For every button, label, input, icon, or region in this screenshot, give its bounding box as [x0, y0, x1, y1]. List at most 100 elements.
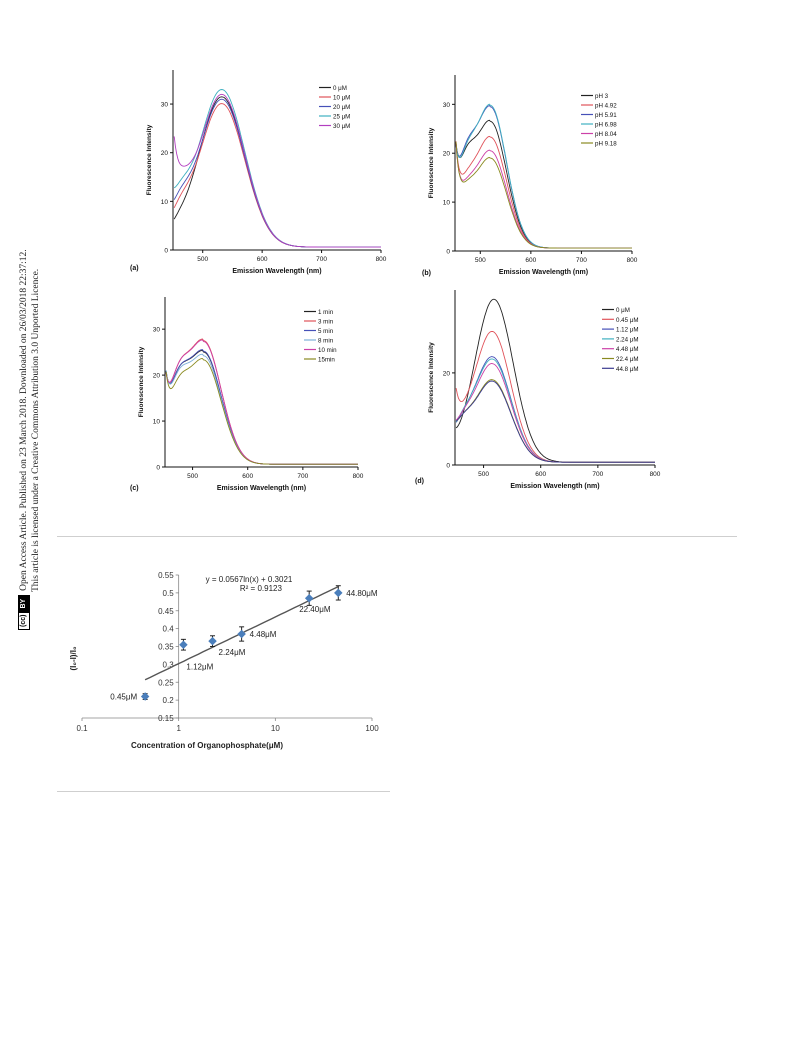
- series-line: [165, 358, 358, 465]
- x-tick-label: 500: [187, 473, 198, 480]
- legend-label: 2.24 μM: [616, 336, 638, 343]
- y-axis-label: Fluorescence Intensity: [146, 124, 153, 195]
- panel-label: (d): [415, 478, 424, 485]
- legend-label: pH 4.92: [595, 103, 617, 110]
- x-axis-label: Concentration of Organophosphate(μM): [131, 741, 283, 750]
- x-tick-label: 600: [535, 471, 546, 478]
- series-line: [455, 379, 655, 463]
- data-point: [304, 593, 314, 603]
- y-tick-label: 20: [161, 150, 169, 157]
- spectra-chart-a: 500 600 700 800 0 10 20 30 Emission Wavelength (…: [130, 70, 387, 275]
- panel-label: (b): [422, 270, 431, 277]
- x-tick-label: 1: [176, 724, 181, 733]
- x-tick-label: 500: [475, 257, 486, 264]
- x-tick-label: 700: [576, 257, 587, 264]
- data-point: [208, 636, 217, 646]
- series-line: [455, 141, 632, 249]
- y-tick-label: 20: [443, 151, 451, 158]
- legend-label: 1 min: [318, 309, 334, 316]
- data-point: [237, 629, 246, 639]
- legend-label: pH 5.91: [595, 112, 617, 119]
- x-tick-label: 500: [197, 256, 208, 263]
- data-label: 4.48μM: [250, 630, 277, 639]
- y-tick-label: 30: [153, 327, 161, 334]
- x-tick-label: 500: [478, 471, 489, 478]
- y-axis-label: Fluorescence Intensity: [138, 346, 145, 417]
- fit-r-squared: R² = 0.9123: [240, 584, 283, 593]
- cc-by-badge[interactable]: (cc)BY: [18, 594, 30, 630]
- data-label: 22.40μM: [299, 605, 331, 614]
- y-tick-label: 0: [164, 248, 168, 255]
- data-point: [334, 588, 343, 598]
- legend-label: 22.4 μM: [616, 356, 638, 363]
- y-tick-label: 0: [446, 463, 450, 470]
- legend-label: pH 3: [595, 93, 609, 100]
- y-tick-label: 0.3: [163, 660, 175, 669]
- x-tick-label: 800: [376, 256, 387, 263]
- x-tick-label: 700: [592, 471, 603, 478]
- x-tick-label: 800: [650, 471, 661, 478]
- y-tick-label: 0.55: [158, 571, 174, 580]
- legend-label: 3 min: [318, 319, 334, 326]
- series-line: [173, 93, 381, 248]
- y-tick-label: 0.35: [158, 643, 174, 652]
- panel-label: (c): [130, 485, 139, 492]
- legend-label: 30 μM: [333, 123, 350, 130]
- x-axis-label: Emission Wavelength (nm): [499, 269, 588, 276]
- y-axis-label: Fluorescence Intensity: [428, 342, 435, 413]
- legend-label: 44.8 μM: [616, 366, 638, 373]
- x-tick-label: 600: [242, 473, 253, 480]
- x-tick-label: 700: [316, 256, 327, 263]
- license-notice-line-1: (cc)BY Open Access Article. Published on …: [18, 130, 30, 630]
- x-axis-label: Emission Wavelength (nm): [510, 483, 599, 490]
- panel-label: (a): [130, 265, 139, 272]
- legend-label: 4.48 μM: [616, 346, 638, 353]
- legend-label: 1.12 μM: [616, 327, 638, 334]
- calibration-chart: 0.15 0.2 0.25 0.3 0.35 0.4 0.45 0.5 0.55 0.1 1 10 10…: [69, 571, 379, 750]
- y-axis-label: (I₀-I)/I₀: [69, 646, 78, 670]
- data-point: [140, 692, 150, 701]
- legend-label: 10 min: [318, 347, 337, 354]
- legend-label: 0 μM: [616, 307, 630, 314]
- series-line: [165, 349, 358, 465]
- legend-label: 5 min: [318, 328, 334, 335]
- series-line: [455, 135, 632, 249]
- y-tick-label: 20: [443, 370, 451, 377]
- y-tick-label: 0.45: [158, 607, 174, 616]
- series-line: [455, 358, 655, 463]
- license-notice: (cc)BY Open Access Article. Published on …: [18, 130, 58, 630]
- divider-bottom: [57, 791, 390, 792]
- y-tick-label: 10: [161, 199, 169, 206]
- legend-label: 20 μM: [333, 104, 350, 111]
- legend-label: 25 μM: [333, 114, 350, 121]
- x-tick-label: 600: [525, 257, 536, 264]
- y-tick-label: 0.2: [163, 696, 175, 705]
- cc-badge-label: (cc): [19, 611, 29, 629]
- x-tick-label: 10: [271, 724, 280, 733]
- y-tick-label: 0: [446, 249, 450, 256]
- x-tick-label: 100: [365, 724, 379, 733]
- y-tick-label: 10: [153, 419, 161, 426]
- series-line: [165, 353, 358, 465]
- fit-equation: y = 0.0567ln(x) + 0.3021: [206, 575, 293, 584]
- x-axis-label: Emission Wavelength (nm): [232, 268, 321, 275]
- x-tick-label: 700: [297, 473, 308, 480]
- y-tick-label: 0.15: [158, 714, 174, 723]
- x-tick-label: 0.1: [76, 724, 88, 733]
- license-notice-text-1: Open Access Article. Published on 23 Mar…: [19, 249, 30, 591]
- spectra-chart-c: 500 600 700 800 0 10 20 30 Emission Wavelength (…: [130, 297, 364, 492]
- series-line: [165, 350, 358, 465]
- y-tick-label: 20: [153, 373, 161, 380]
- legend-label: pH 9.18: [595, 141, 617, 148]
- y-axis-label: Fluorescence Intensity: [428, 127, 435, 198]
- series-line: [455, 119, 632, 249]
- x-tick-label: 600: [257, 256, 268, 263]
- legend-label: 8 min: [318, 338, 334, 345]
- y-tick-label: 0.5: [163, 589, 175, 598]
- spectra-chart-d: 500 600 700 800 0 20 Emission Wavelength (nm) F…: [415, 290, 661, 490]
- legend-label: 0.45 μM: [616, 317, 638, 324]
- spectra-chart-b: 500 600 700 800 0 10 20 30 Emission Wavelength (…: [422, 75, 638, 277]
- divider-top: [57, 536, 737, 537]
- series-line: [455, 142, 632, 249]
